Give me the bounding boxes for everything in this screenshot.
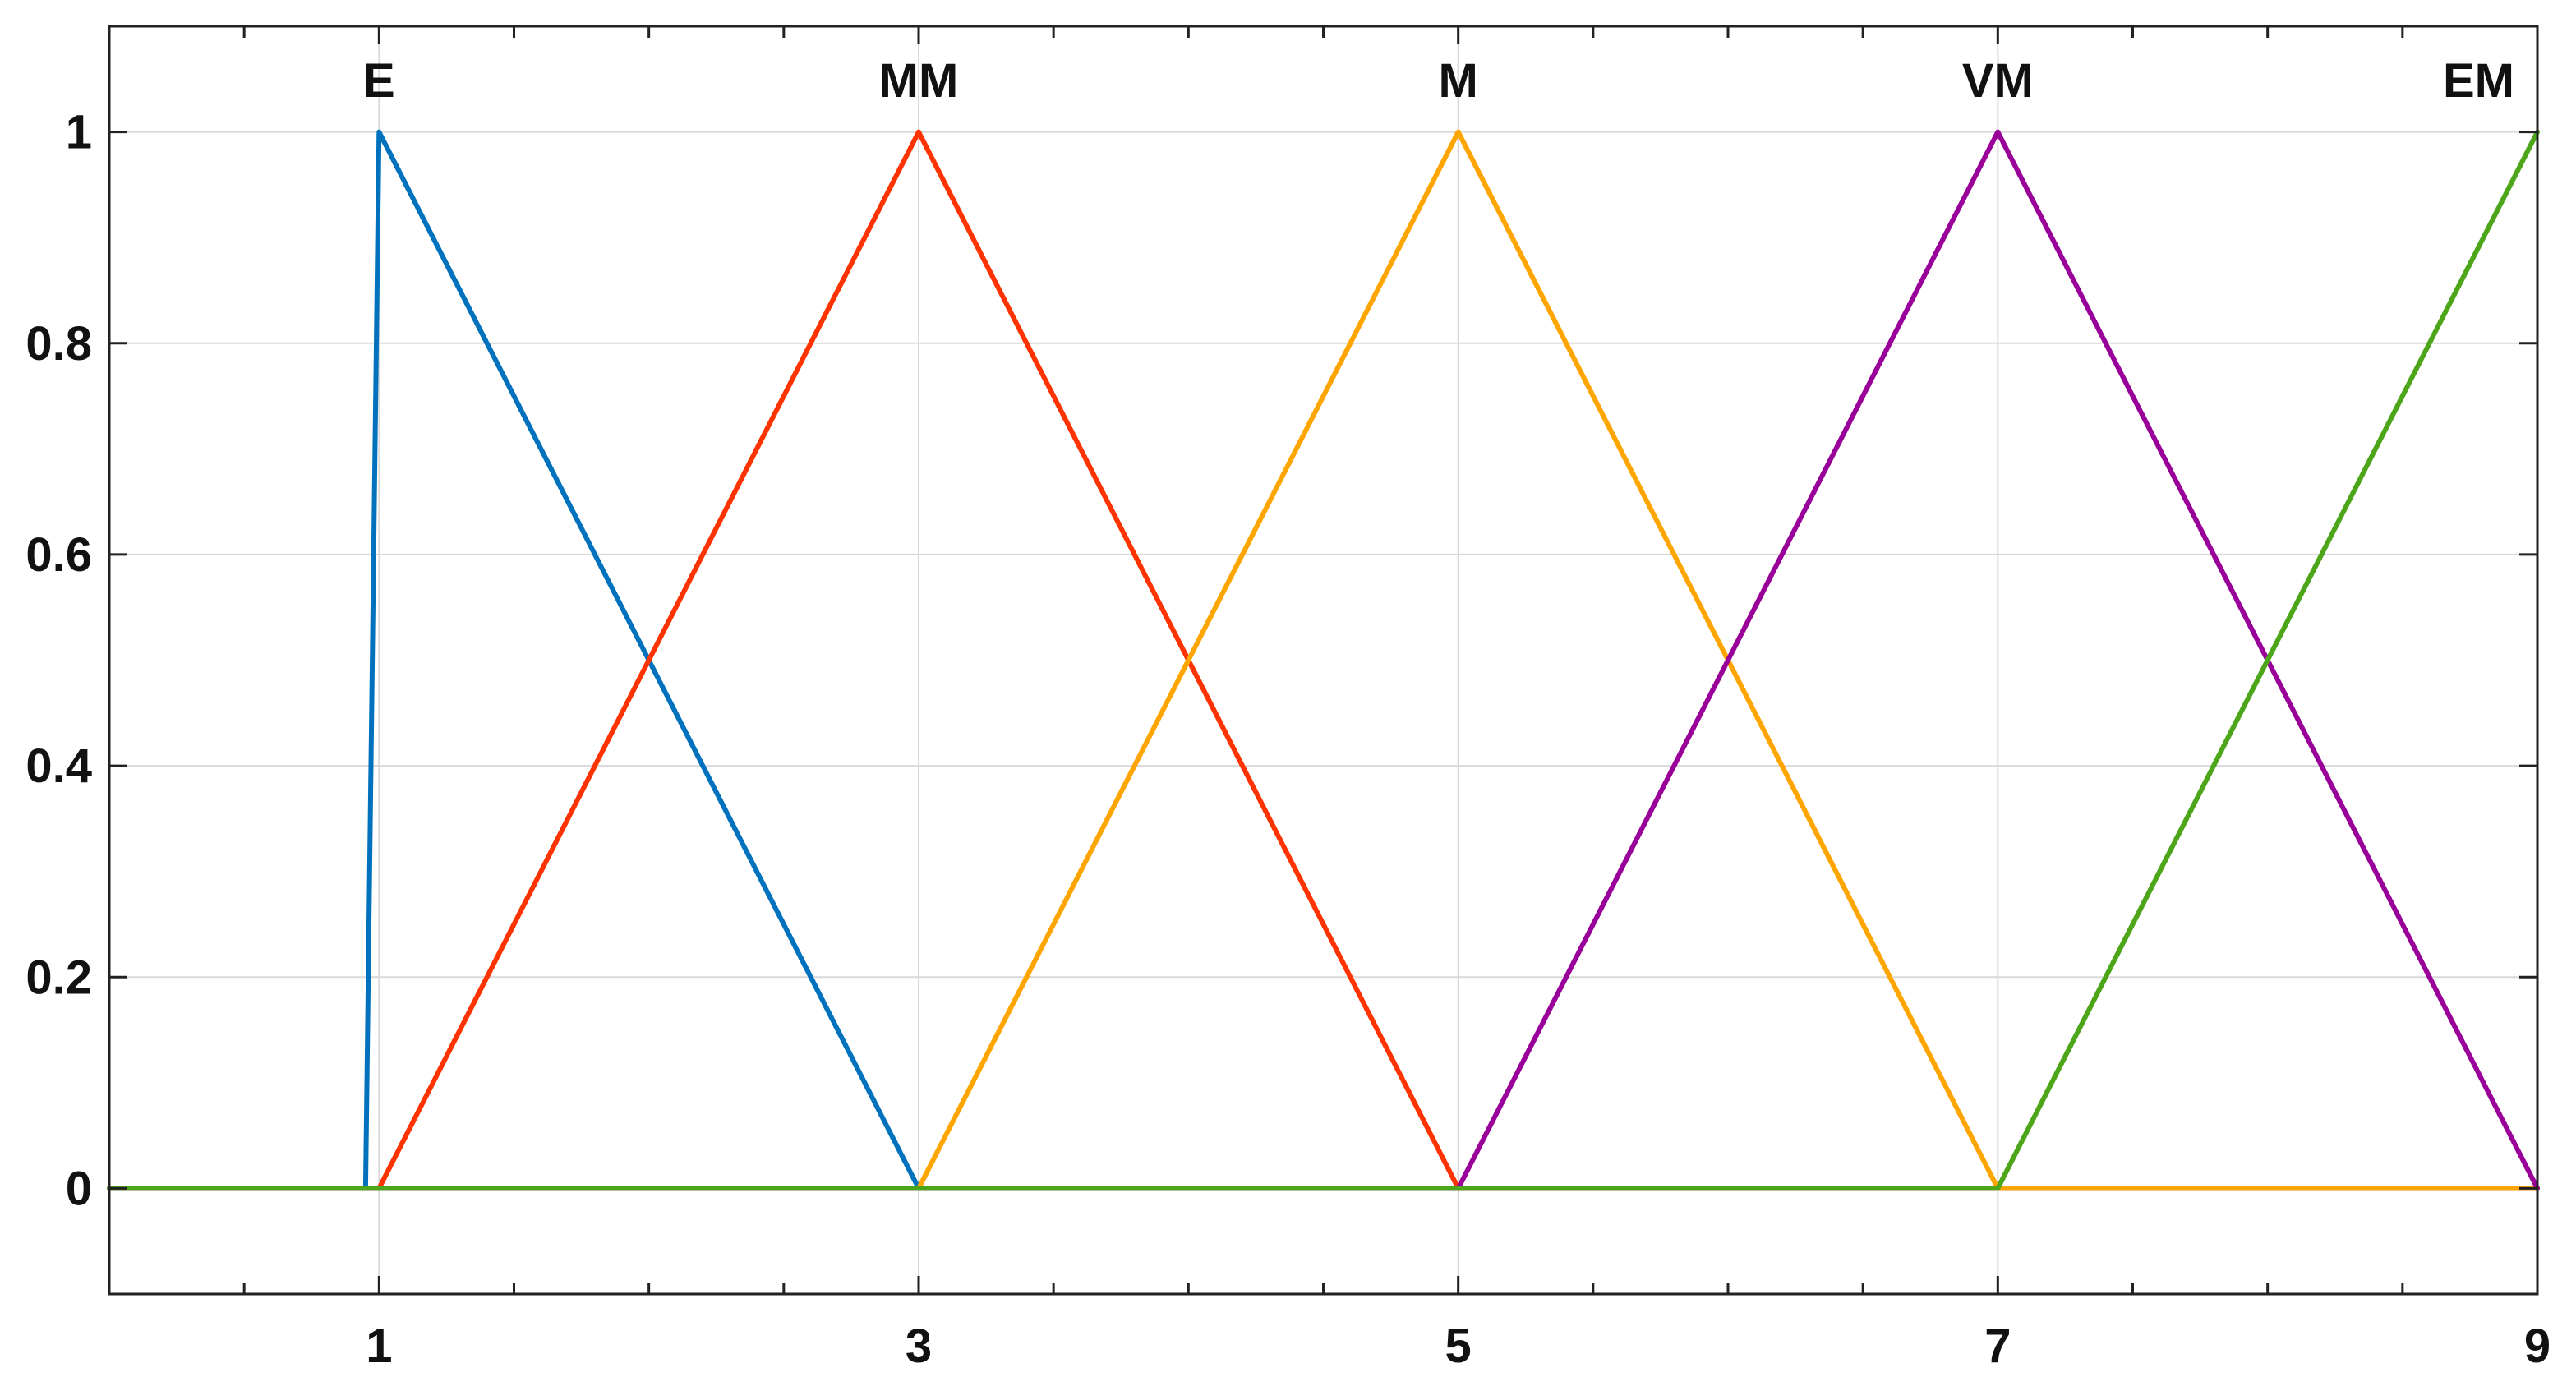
series-line-m <box>107 129 2540 1191</box>
y-tick-label: 0.2 <box>25 951 92 1004</box>
y-tick-label: 0.8 <box>25 317 92 371</box>
peak-label-vm: VM <box>1962 54 2034 108</box>
x-tick-label: 3 <box>906 1319 932 1373</box>
peak-label-em: EM <box>2443 54 2514 108</box>
x-tick-label: 5 <box>1445 1319 1472 1373</box>
peak-label-e: E <box>363 54 395 108</box>
y-tick-label: 1 <box>66 106 92 159</box>
series-layer <box>107 129 2540 1191</box>
x-tick-label: 9 <box>2524 1319 2551 1373</box>
series-line-mm <box>107 129 2540 1191</box>
series-line-vm <box>107 129 2540 1191</box>
y-tick-label: 0.4 <box>25 739 92 793</box>
axes-layer: 1 3 5 7 9 0 0.2 0.4 0.6 0.8 1 <box>25 25 2551 1373</box>
y-tick-label: 0.6 <box>25 528 92 582</box>
peak-label-m: M <box>1439 54 1478 108</box>
y-tick-label: 0 <box>66 1162 92 1215</box>
peak-label-mm: MM <box>879 54 959 108</box>
annotation-layer: E MM M VM EM <box>363 54 2514 108</box>
plot-frame <box>108 25 2539 1296</box>
grid-layer <box>109 26 2538 1294</box>
x-tick-label: 1 <box>366 1319 392 1373</box>
series-line-em <box>107 129 2540 1191</box>
x-tick-label: 7 <box>1984 1319 2011 1373</box>
series-line-e <box>107 129 2540 1191</box>
